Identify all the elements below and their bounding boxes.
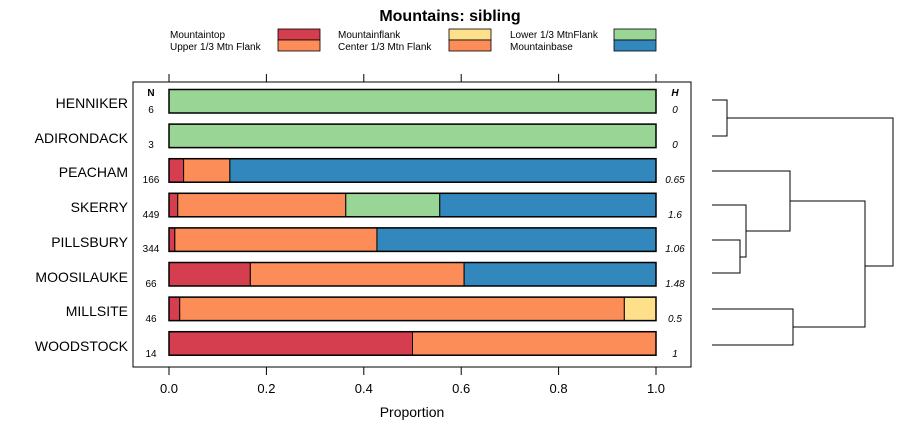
n-value: 166 [143,175,160,186]
bar-segment [376,227,657,252]
bar-segment [168,296,181,322]
x-axis-ticks [168,74,657,375]
bar-segment [439,192,657,218]
dendrogram-branch [790,200,866,328]
category-label: ADIRONDACK [35,130,129,146]
legend-label: Center 1/3 Mtn Flank [338,42,432,53]
h-value: 1.6 [668,210,682,221]
h-value: 1.06 [665,244,685,255]
bar-outline [168,192,657,218]
bar-segment [623,296,657,322]
category-label: PILLSBURY [51,234,128,250]
h-header: H [671,88,679,99]
bar-outline [168,296,657,322]
category-label: HENNIKER [56,95,128,111]
dendrogram-branch [712,239,741,274]
legend-swatch [448,28,492,41]
n-value: 14 [145,349,157,360]
chart-title: Mountains: sibling [379,8,520,25]
bars [168,88,657,356]
bar-segment [168,262,251,287]
bar-segment [168,158,185,183]
bar-segment [345,192,441,218]
x-tick-label: 0.6 [452,381,470,396]
h-value: 0.65 [665,175,685,186]
bar-segment [168,331,413,356]
bar-outline [168,261,657,287]
bar-segment [412,331,657,356]
x-tick-label: 0.4 [355,381,373,396]
bar-outline [168,123,657,149]
category-label: SKERRY [71,199,129,215]
category-label: MOOSILAUKE [35,269,128,285]
n-value: 3 [148,140,154,151]
x-tick-label: 0.2 [257,381,275,396]
n-value: 449 [143,210,160,221]
legend-swatch [277,39,321,52]
bar-outline [168,88,657,114]
x-tick-label: 0.0 [160,381,178,396]
h-value: 0 [672,140,678,151]
bar-segment [168,227,176,252]
bar-segment [174,227,378,252]
legend-swatch [613,39,657,52]
h-values: 0 0 0.65 1.6 1.06 1.48 0.5 1 [665,105,685,360]
bar-segment [249,262,465,287]
n-value: 66 [145,279,157,290]
bar-segment [168,123,657,149]
n-value: 6 [148,105,154,116]
legend-label: Upper 1/3 Mtn Flank [170,42,262,53]
h-value: 1.48 [665,279,685,290]
category-label: PEACHAM [59,164,128,180]
x-axis-label: Proportion [380,404,445,420]
legend-label: Mountaintop [170,30,225,41]
legend-label: Mountainflank [338,30,401,41]
dendrogram-branch [712,99,728,137]
n-value: 46 [145,314,157,325]
h-value: 0.5 [668,314,682,325]
bar-segment [463,262,657,287]
dendrogram-branch [712,204,747,258]
x-tick-label: 0.8 [550,381,568,396]
x-tick-label: 1.0 [647,381,665,396]
bar-segment [229,158,657,183]
category-label: MILLSITE [66,303,128,319]
plot-frame [132,81,692,368]
dendrogram [712,99,894,346]
dendrogram-branch [712,170,791,232]
bar-segment [179,296,625,322]
n-value: 344 [143,244,160,255]
legend-swatch [613,28,657,41]
legend-swatch [277,28,321,41]
h-value: 1 [672,349,678,360]
h-value: 0 [672,105,678,116]
dendrogram-branch [727,117,894,267]
bar-segment [183,158,231,183]
bar-segment [168,89,657,114]
category-labels: HENNIKER ADIRONDACK PEACHAM SKERRY PILLS… [35,95,129,354]
n-header: N [147,88,154,99]
dendrogram-branch [712,308,794,346]
category-label: WOODSTOCK [35,338,129,354]
n-values: 6 3 166 449 344 66 46 14 [143,105,160,360]
bar-outline [168,227,657,253]
bar-outline [168,330,657,356]
x-axis-tick-labels: 0.0 0.2 0.4 0.6 0.8 1.0 [160,381,665,396]
legend: Mountaintop Upper 1/3 Mtn Flank Mountain… [170,28,657,53]
legend-label: Mountainbase [510,42,573,53]
legend-label: Lower 1/3 MtnFlank [510,30,599,41]
bar-outline [168,157,657,183]
legend-swatch [448,39,492,52]
bar-segment [168,192,179,218]
bar-segment [177,192,347,218]
